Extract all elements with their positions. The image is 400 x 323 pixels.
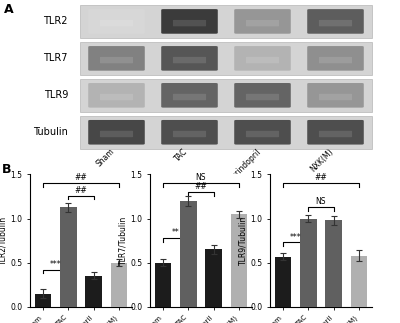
Text: NXK(M): NXK(M) [309,147,336,173]
Text: NS: NS [196,173,206,182]
FancyBboxPatch shape [80,42,372,75]
Bar [300,219,316,307]
Bar [60,207,76,307]
FancyBboxPatch shape [234,46,291,71]
Text: ***: *** [290,233,302,242]
FancyBboxPatch shape [80,79,372,112]
Text: A: A [4,3,14,16]
Bar [275,256,291,307]
Y-axis label: TLR2/Tubulin: TLR2/Tubulin [0,216,8,265]
FancyBboxPatch shape [307,9,364,34]
FancyBboxPatch shape [80,116,372,149]
FancyBboxPatch shape [88,46,145,71]
Bar [326,220,342,307]
FancyBboxPatch shape [100,20,133,26]
FancyBboxPatch shape [234,9,291,34]
Bar [86,276,102,307]
Text: ##: ## [75,186,87,195]
Text: TAC: TAC [173,147,190,163]
FancyBboxPatch shape [100,131,133,137]
FancyBboxPatch shape [307,83,364,108]
FancyBboxPatch shape [88,120,145,145]
Bar [35,294,51,307]
Text: TLR2: TLR2 [44,16,68,26]
FancyBboxPatch shape [173,94,206,100]
Text: ##: ## [75,173,87,182]
Bar [231,214,247,307]
FancyBboxPatch shape [173,20,206,26]
Bar [111,263,127,307]
FancyBboxPatch shape [161,46,218,71]
FancyBboxPatch shape [173,131,206,137]
FancyBboxPatch shape [246,57,279,63]
Text: NS: NS [316,197,326,206]
Text: Perindopril: Perindopril [227,147,262,183]
FancyBboxPatch shape [246,131,279,137]
Text: ##: ## [195,182,207,191]
FancyBboxPatch shape [173,57,206,63]
FancyBboxPatch shape [319,20,352,26]
FancyBboxPatch shape [161,83,218,108]
Text: B: B [2,163,12,176]
FancyBboxPatch shape [88,83,145,108]
Bar [351,255,367,307]
FancyBboxPatch shape [234,120,291,145]
FancyBboxPatch shape [307,46,364,71]
FancyBboxPatch shape [246,94,279,100]
FancyBboxPatch shape [319,94,352,100]
FancyBboxPatch shape [234,83,291,108]
FancyBboxPatch shape [80,5,372,38]
FancyBboxPatch shape [246,20,279,26]
Text: ***: *** [50,260,62,269]
FancyBboxPatch shape [161,120,218,145]
Text: TLR7: TLR7 [44,53,68,63]
Bar [180,201,196,307]
Bar [155,263,171,307]
Y-axis label: TLR9/Tubulin: TLR9/Tubulin [238,216,248,265]
FancyBboxPatch shape [319,131,352,137]
Text: Tubulin: Tubulin [33,127,68,137]
Bar [206,249,222,307]
Text: **: ** [172,228,180,237]
FancyBboxPatch shape [307,120,364,145]
FancyBboxPatch shape [319,57,352,63]
Text: Sham: Sham [95,147,116,169]
FancyBboxPatch shape [100,57,133,63]
Text: ##: ## [315,173,327,182]
Text: TLR9: TLR9 [44,90,68,100]
FancyBboxPatch shape [100,94,133,100]
FancyBboxPatch shape [161,9,218,34]
FancyBboxPatch shape [88,9,145,34]
Y-axis label: TLR7/Tubulin: TLR7/Tubulin [118,216,128,265]
